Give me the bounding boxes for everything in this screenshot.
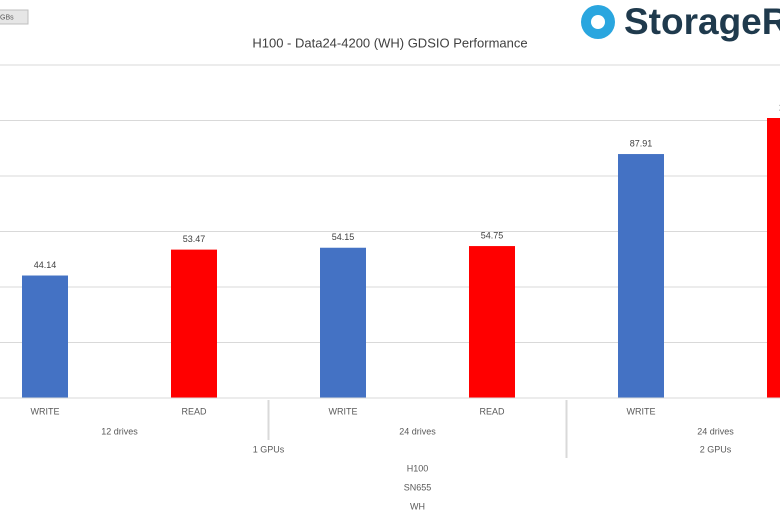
supergroup-label: 2 GPUs — [700, 444, 732, 454]
x-tick-label: WRITE — [31, 406, 60, 416]
bar — [320, 247, 366, 398]
chart-title: H100 - Data24-4200 (WH) GDSIO Performanc… — [252, 35, 527, 50]
data-label: 87.91 — [630, 138, 653, 148]
data-label: 44.14 — [34, 260, 57, 270]
x-tick-label: READ — [479, 406, 505, 416]
data-label: 53.47 — [183, 234, 206, 244]
bar — [618, 154, 664, 398]
group-label: 24 drives — [399, 426, 436, 436]
x-tick-label: WRITE — [627, 406, 656, 416]
data-label: 100.9 — [779, 102, 780, 112]
outer-label: SN655 — [404, 482, 432, 492]
outer-label: H100 — [407, 463, 429, 473]
data-label: 54.15 — [332, 232, 355, 242]
bar — [469, 246, 515, 398]
x-tick-label: READ — [181, 406, 207, 416]
bar — [22, 275, 68, 398]
group-label: 12 drives — [101, 426, 138, 436]
bar — [171, 249, 217, 398]
legend-button-label[interactable]: GBs — [0, 14, 14, 21]
bar — [767, 118, 780, 398]
x-tick-label: WRITE — [329, 406, 358, 416]
logo-icon-hole — [591, 15, 605, 29]
outer-label: WH — [410, 501, 425, 511]
legend-button[interactable] — [0, 9, 29, 25]
group-label: 24 drives — [697, 426, 734, 436]
logo-text: StorageR — [624, 1, 780, 42]
data-label: 54.75 — [481, 230, 504, 240]
supergroup-label: 1 GPUs — [253, 444, 285, 454]
